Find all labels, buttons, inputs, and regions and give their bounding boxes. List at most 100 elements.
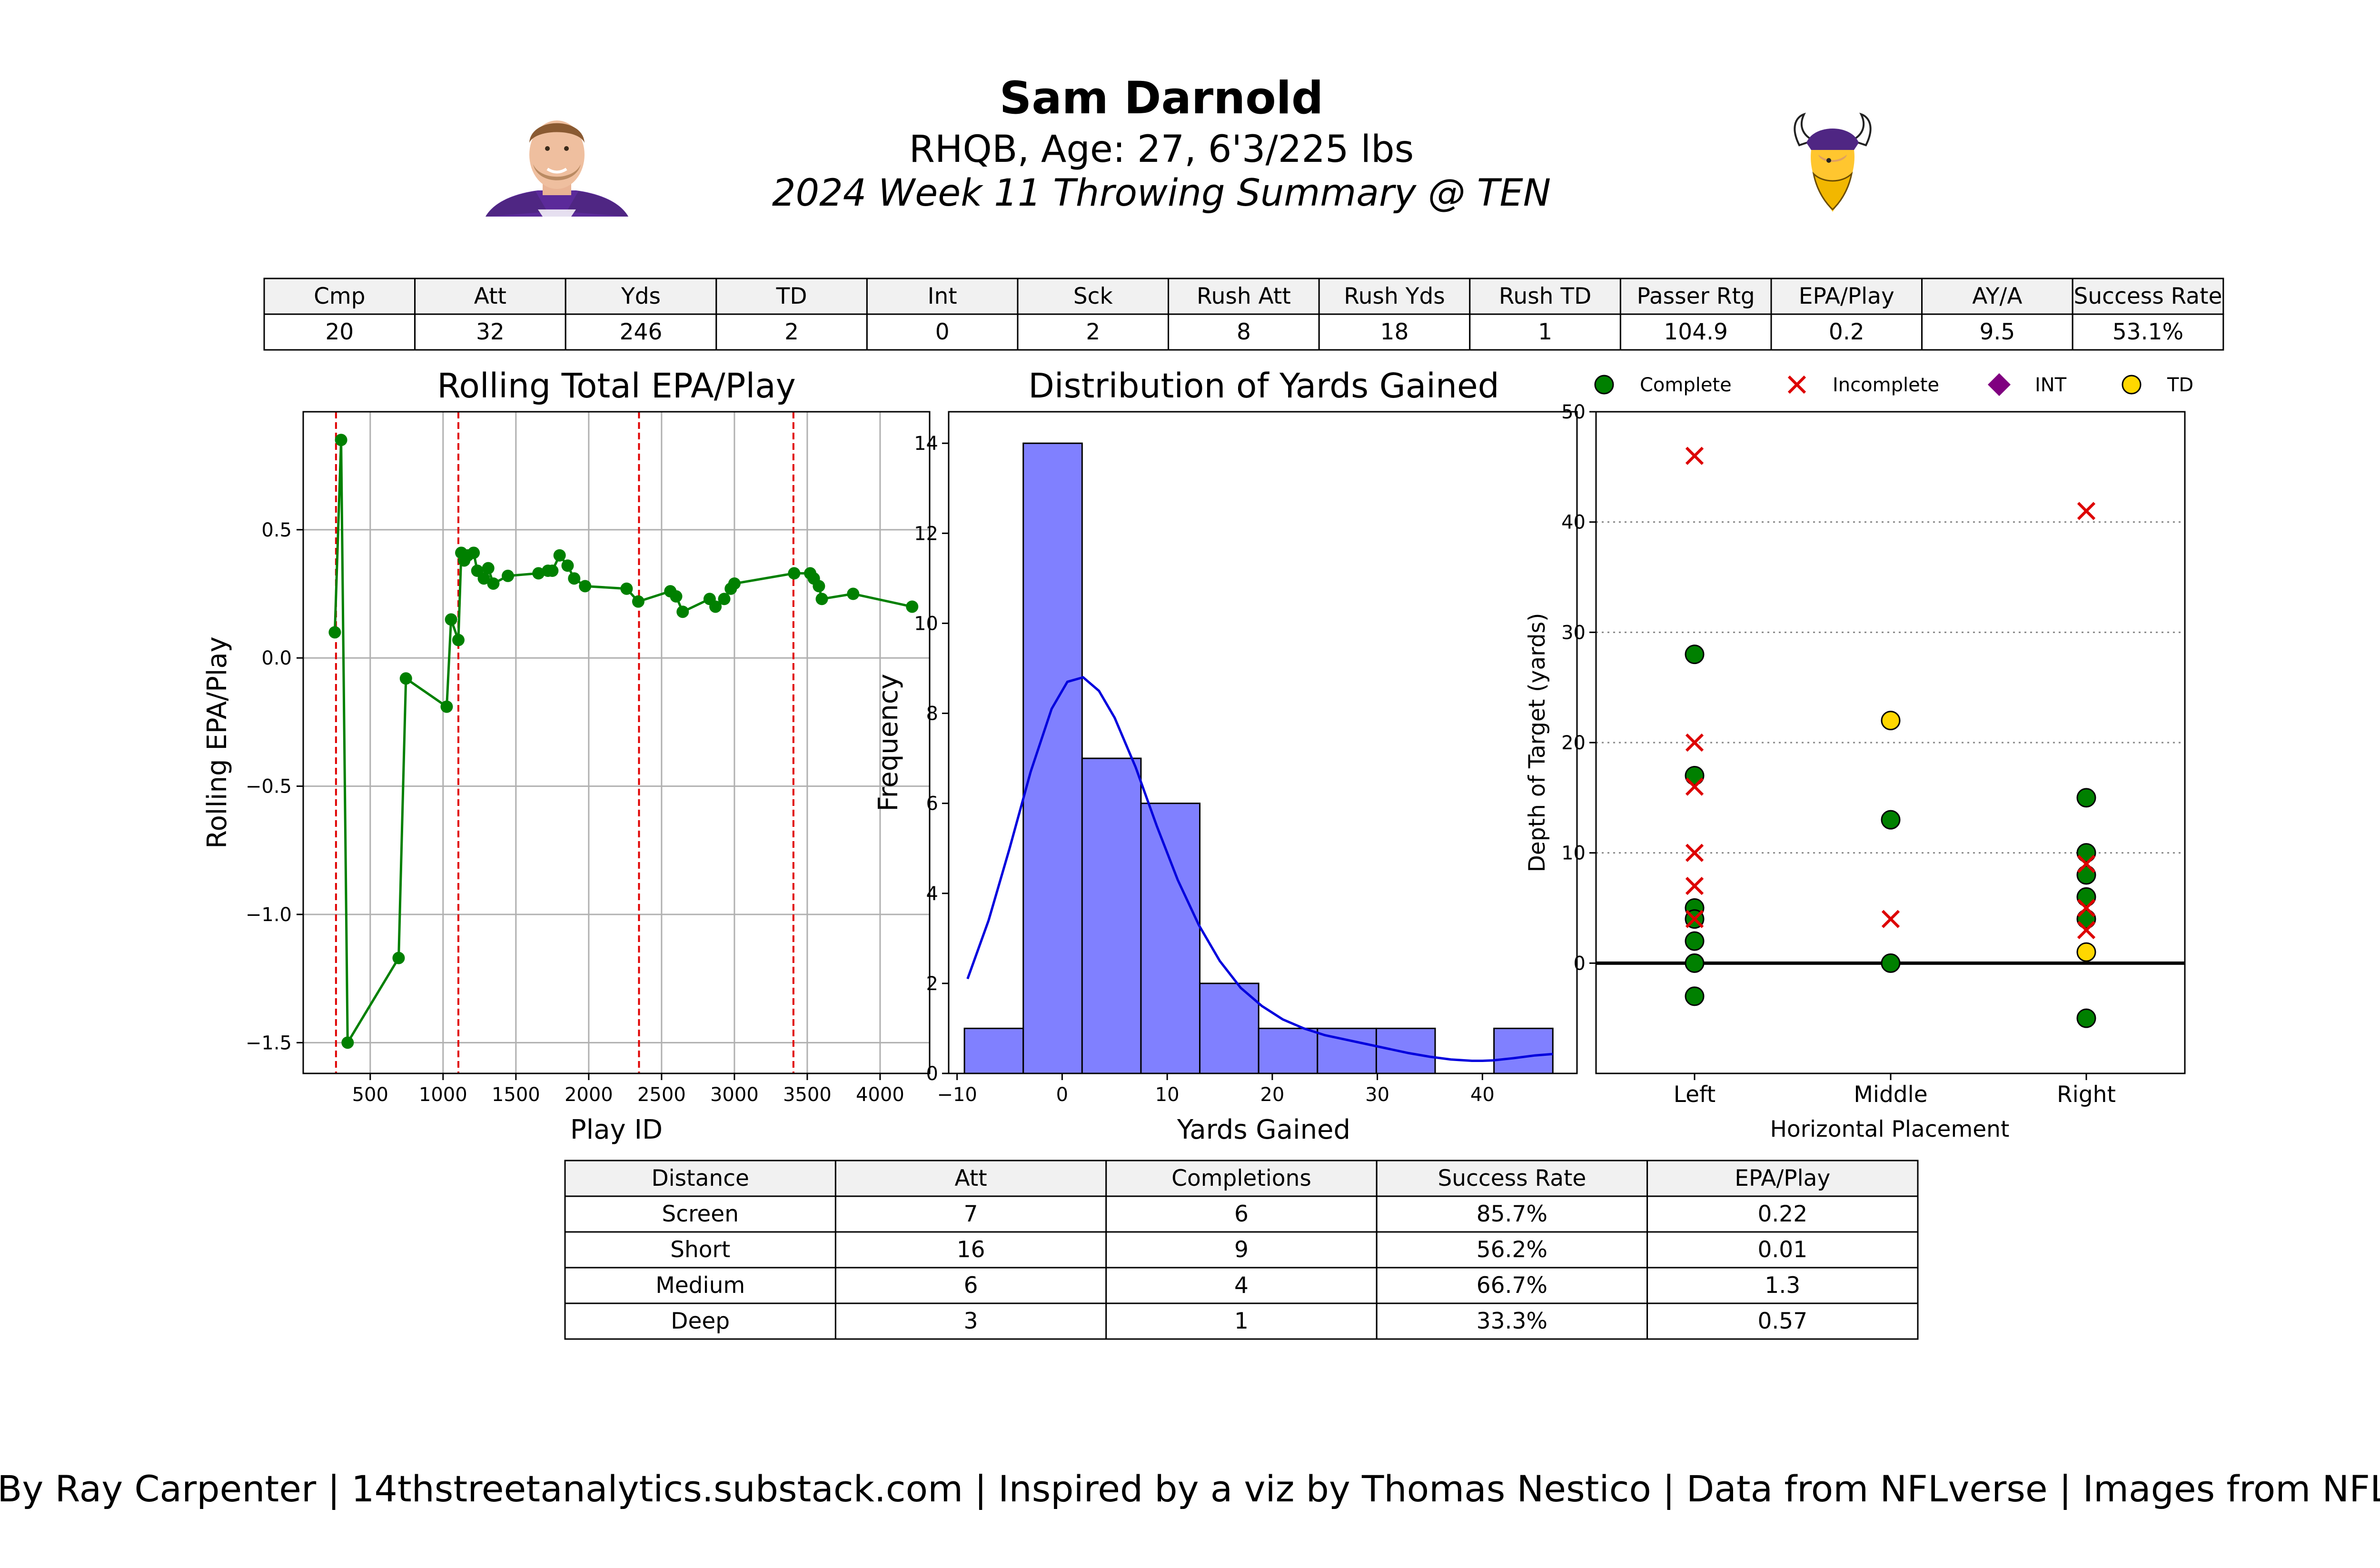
stats-header-label: Yds [621, 283, 661, 309]
epa-point [815, 593, 828, 605]
header: Sam Darnold RHQB, Age: 27, 6'3/225 lbs 2… [486, 72, 1872, 217]
epa-x-tick-label: 4000 [856, 1084, 904, 1106]
stats-value-cell [715, 313, 868, 351]
distance-cell-value: 9 [1234, 1237, 1249, 1263]
epa-x-tick-label: 500 [352, 1084, 388, 1106]
hist-x-tick-label: −10 [937, 1084, 977, 1106]
epa-point [477, 572, 490, 585]
hist-x-tick-label: 40 [1470, 1084, 1495, 1106]
distance-cell [564, 1302, 836, 1340]
epa-x-tick-label: 1500 [492, 1084, 540, 1106]
distance-header-label: Success Rate [1438, 1165, 1586, 1191]
epa-point [445, 613, 457, 626]
stats-value-cell [1619, 313, 1772, 351]
scatter-x-tick-label: Left [1674, 1082, 1716, 1108]
legend-marker-complete [1594, 375, 1614, 395]
scatter-point-incomplete [2077, 899, 2096, 917]
scatter-point-incomplete [2077, 502, 2096, 520]
stats-value: 0.2 [1829, 319, 1864, 345]
stats-header-cell [1921, 278, 2073, 315]
stats-value: 104.9 [1664, 319, 1728, 345]
stats-header-label: Success Rate [2074, 283, 2222, 309]
hist-x-tick-label: 0 [1056, 1084, 1068, 1106]
scatter-chart-xlabel: Horizontal Placement [1770, 1116, 2010, 1142]
hist-bar [1258, 1027, 1319, 1074]
scatter-chart-ylabel: Depth of Target (yards) [1524, 613, 1550, 873]
epa-point [532, 567, 545, 580]
stats-header-label: Sck [1073, 283, 1113, 309]
epa-point [788, 567, 801, 580]
distance-cell [1105, 1267, 1378, 1304]
hist-bar [1140, 803, 1201, 1074]
epa-point [620, 582, 633, 595]
distance-cell-value: 16 [957, 1237, 985, 1263]
epa-point [452, 634, 465, 646]
hist-chart-xlabel: Yards Gained [1177, 1114, 1350, 1145]
stats-header-cell [866, 278, 1019, 315]
player-headshot [486, 120, 628, 217]
scatter-y-tick-label: 20 [1561, 732, 1586, 754]
scatter-point-td [1881, 711, 1901, 731]
distance-header-label: Completions [1171, 1165, 1311, 1191]
x-stroke [1787, 375, 1806, 394]
stats-value-cell [2072, 313, 2224, 351]
scatter-point-td [2076, 942, 2096, 962]
scatter-point-incomplete [1685, 733, 1704, 752]
distance-cell-value: 3 [964, 1308, 978, 1334]
scatter-point-complete [1881, 810, 1901, 830]
scatter-point-incomplete [1685, 844, 1704, 862]
stats-value: 246 [620, 319, 663, 345]
scatter-point-incomplete [1685, 447, 1704, 465]
hist-x-tick-label: 20 [1260, 1084, 1284, 1106]
epa-plot-frame [302, 411, 931, 1074]
footer-credits: By Ray Carpenter | 14thstreetanalytics.s… [0, 1468, 2380, 1510]
distance-header-cell [1105, 1160, 1378, 1197]
scatter-y-tick-label: 50 [1561, 401, 1586, 423]
distance-cell-value: 1.3 [1765, 1272, 1800, 1299]
distance-cell [1376, 1302, 1648, 1340]
epa-point [579, 580, 592, 593]
scatter-point-complete [1881, 953, 1901, 973]
x-stroke [1685, 844, 1704, 862]
stats-header-label: AY/A [1972, 283, 2022, 309]
hist-chart-ylabel: Frequency [873, 674, 904, 811]
distance-cell [564, 1195, 836, 1233]
epa-point [328, 626, 341, 639]
stats-value: 18 [1380, 319, 1409, 345]
scatter-y-tick-label: 10 [1561, 843, 1586, 864]
distance-cell [1376, 1267, 1648, 1304]
stats-header-label: Rush Att [1197, 283, 1291, 309]
stats-header-label: Rush Yds [1344, 283, 1445, 309]
epa-point [709, 600, 722, 613]
distance-cell-value: Screen [662, 1201, 739, 1227]
stats-table: Cmp 20 Att 32 Yds 246 TD 2 Int 0 Sck 2 Rush Att 8 Rush… [263, 278, 2224, 351]
stats-value-cell [1168, 313, 1320, 351]
epa-point [501, 569, 514, 582]
stats-value: 1 [1538, 319, 1552, 345]
epa-point [728, 577, 741, 590]
stats-header-cell [1469, 278, 1621, 315]
hist-y-tick-label: 6 [926, 793, 938, 815]
stats-value: 8 [1237, 319, 1251, 345]
stats-header-label: Passer Rtg [1637, 283, 1755, 309]
stats-value-cell [414, 313, 566, 351]
distance-cell-value: 4 [1234, 1272, 1249, 1299]
game-summary: 2024 Week 11 Throwing Summary @ TEN [772, 172, 1551, 215]
epa-x-tick-label: 2500 [637, 1084, 686, 1106]
stats-value: 32 [476, 319, 505, 345]
hist-y-tick-label: 0 [926, 1063, 938, 1085]
stats-header-label: Att [474, 283, 506, 309]
legend-marker-int [1988, 373, 2011, 396]
scatter-point-complete [1685, 986, 1705, 1006]
hist-bar [1493, 1027, 1554, 1074]
epa-x-tick-label: 2000 [565, 1084, 613, 1106]
stats-value: 9.5 [1980, 319, 2015, 345]
x-stroke [2077, 502, 2096, 520]
epa-point [561, 559, 574, 572]
epa-point [341, 1036, 354, 1049]
stats-value-cell [866, 313, 1019, 351]
stats-value-cell [1469, 313, 1621, 351]
legend-label: INT [2035, 374, 2067, 396]
distance-cell-value: 6 [964, 1272, 978, 1299]
scatter-point-complete [2076, 788, 2096, 808]
